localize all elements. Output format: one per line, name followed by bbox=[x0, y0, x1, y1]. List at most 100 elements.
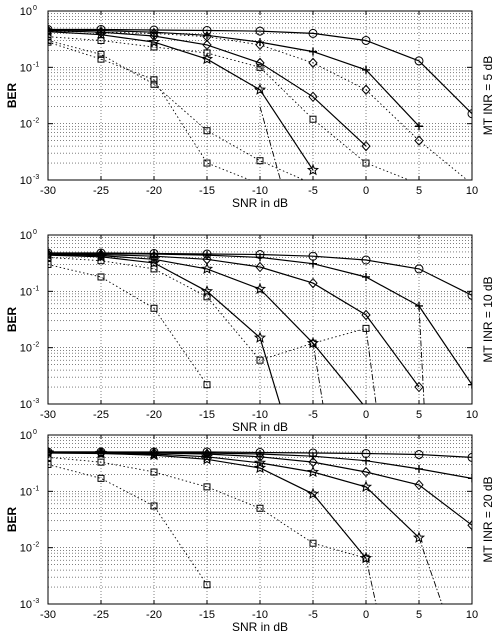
y-tick-label: 10 bbox=[20, 119, 32, 131]
y-tick-label: 10 bbox=[20, 343, 32, 355]
data-point bbox=[48, 260, 52, 268]
x-tick-label: -10 bbox=[252, 409, 268, 421]
x-tick-label: 5 bbox=[416, 185, 422, 197]
data-point bbox=[48, 248, 55, 260]
data-point bbox=[467, 452, 472, 462]
data-point bbox=[309, 452, 317, 461]
data-point bbox=[48, 33, 52, 41]
y-tick-exponent: 0 bbox=[33, 229, 37, 236]
data-point bbox=[253, 456, 267, 469]
data-point bbox=[412, 531, 426, 543]
series-line-5 bbox=[48, 30, 468, 180]
y-tick-exponent: 0 bbox=[33, 5, 37, 12]
series-line-5 bbox=[48, 452, 367, 559]
data-point bbox=[362, 272, 370, 281]
data-point bbox=[362, 65, 370, 74]
y-tick-label: 10 bbox=[20, 230, 32, 242]
y-tick-exponent: -1 bbox=[33, 61, 39, 68]
x-tick-label: 0 bbox=[363, 609, 369, 621]
series-markers-6 bbox=[48, 253, 370, 364]
data-point bbox=[256, 63, 264, 71]
data-point bbox=[147, 448, 161, 461]
x-tick-label: -25 bbox=[93, 409, 109, 421]
data-point bbox=[149, 250, 159, 262]
data-point bbox=[150, 468, 158, 476]
data-point bbox=[147, 256, 161, 269]
ticks bbox=[47, 234, 473, 405]
data-point bbox=[202, 31, 212, 42]
y-axis-label: BER bbox=[5, 307, 19, 333]
series-group bbox=[48, 446, 472, 604]
data-point bbox=[97, 36, 105, 44]
series-line-6 bbox=[48, 256, 367, 361]
series-group bbox=[48, 248, 472, 404]
data-point bbox=[48, 25, 53, 37]
x-tick-label: -25 bbox=[93, 609, 109, 621]
data-point bbox=[150, 80, 158, 88]
series-markers-5 bbox=[48, 25, 424, 146]
data-point bbox=[306, 487, 320, 500]
y-tick-label: 10 bbox=[20, 6, 32, 18]
data-point bbox=[414, 264, 424, 274]
data-point bbox=[467, 290, 472, 300]
x-tick-label: 5 bbox=[416, 409, 422, 421]
y-axis-label: BER bbox=[5, 83, 19, 109]
x-tick-label: -15 bbox=[199, 609, 215, 621]
x-tick-label: -20 bbox=[146, 185, 162, 197]
x-tick-label: -30 bbox=[40, 185, 56, 197]
data-point bbox=[359, 480, 373, 493]
series-group bbox=[48, 24, 472, 180]
x-tick-label: -5 bbox=[308, 185, 318, 197]
data-point bbox=[361, 140, 371, 152]
data-point bbox=[308, 28, 318, 38]
data-point bbox=[203, 381, 211, 389]
series-line-7 bbox=[48, 264, 208, 385]
data-point bbox=[150, 304, 158, 312]
data-point bbox=[361, 84, 371, 96]
data-point bbox=[150, 43, 158, 51]
data-point bbox=[361, 255, 371, 265]
data-point bbox=[94, 447, 108, 459]
x-axis-label: SNR in dB bbox=[232, 420, 288, 434]
data-point bbox=[253, 331, 267, 343]
data-point bbox=[256, 157, 264, 165]
data-point bbox=[414, 135, 424, 146]
series-markers-6 bbox=[48, 453, 370, 562]
data-point bbox=[97, 273, 105, 281]
x-tick-label: 10 bbox=[466, 185, 478, 197]
x-tick-label: 0 bbox=[363, 409, 369, 421]
series-line-1 bbox=[48, 28, 472, 115]
x-tick-label: -30 bbox=[40, 409, 56, 421]
data-point bbox=[48, 460, 52, 468]
panel-side-label: MT INR = 20 dB bbox=[481, 476, 495, 562]
data-point bbox=[362, 159, 370, 167]
y-tick-label: 10 bbox=[20, 486, 32, 498]
x-tick-label: 0 bbox=[363, 185, 369, 197]
y-tick-exponent: -3 bbox=[33, 598, 39, 605]
series-line-6 bbox=[48, 456, 367, 559]
data-point bbox=[361, 309, 371, 321]
data-point bbox=[255, 57, 265, 69]
data-point bbox=[97, 474, 105, 482]
y-tick-exponent: -3 bbox=[33, 174, 39, 181]
series-line-9 bbox=[259, 106, 281, 180]
x-axis-label: SNR in dB bbox=[232, 196, 288, 210]
series-line-8 bbox=[48, 41, 252, 180]
data-point bbox=[203, 127, 211, 135]
data-point bbox=[150, 76, 158, 84]
ticks bbox=[47, 434, 473, 605]
data-point bbox=[359, 551, 373, 564]
x-tick-label: -25 bbox=[93, 185, 109, 197]
x-tick-label: 5 bbox=[416, 609, 422, 621]
data-point bbox=[362, 554, 370, 562]
data-point bbox=[253, 461, 267, 474]
series-line-7 bbox=[48, 464, 208, 585]
y-tick-exponent: -1 bbox=[33, 485, 39, 492]
data-point bbox=[467, 519, 472, 531]
series-markers-7 bbox=[48, 260, 211, 389]
data-point bbox=[203, 483, 211, 491]
data-point bbox=[414, 56, 424, 66]
